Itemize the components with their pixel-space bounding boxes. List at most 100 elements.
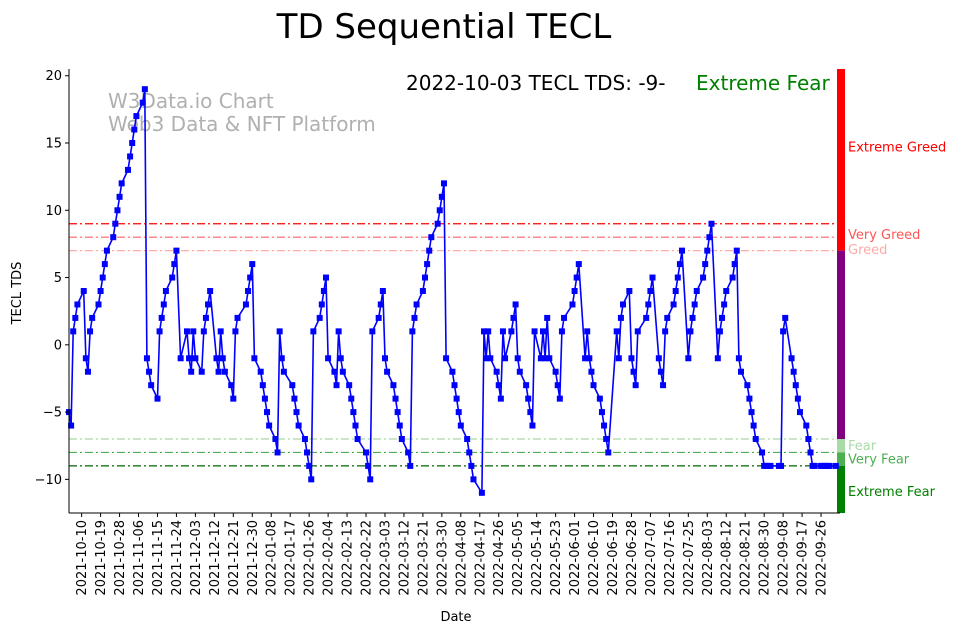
data-point: [561, 314, 568, 321]
data-point: [232, 328, 239, 335]
x-tick-label: 2022-06-10: [587, 520, 602, 596]
data-point: [274, 449, 281, 456]
data-point: [449, 368, 456, 375]
data-point: [379, 288, 386, 294]
very-fear-zone: [837, 452, 845, 466]
data-point: [148, 382, 155, 389]
data-point: [767, 462, 774, 469]
extreme-fear-zone: [837, 465, 845, 513]
x-tick-label: 2022-05-23: [549, 520, 564, 596]
data-point: [103, 247, 110, 254]
y-tick-label: −10: [35, 473, 62, 488]
data-point: [605, 449, 612, 456]
data-point: [264, 409, 271, 416]
data-point: [493, 368, 500, 375]
data-point: [453, 395, 460, 402]
data-point: [464, 436, 471, 442]
x-tick-label: 2022-07-07: [644, 520, 659, 596]
data-point: [438, 193, 445, 200]
data-point: [82, 355, 89, 362]
data-point: [737, 368, 744, 375]
data-point: [325, 355, 332, 362]
data-point: [375, 314, 382, 321]
data-point: [544, 314, 551, 321]
data-point: [480, 328, 487, 335]
data-point: [662, 328, 669, 335]
data-point: [306, 462, 313, 469]
data-point: [596, 395, 603, 402]
data-point: [316, 314, 323, 321]
data-point: [331, 368, 338, 375]
data-point: [537, 355, 544, 362]
data-point: [805, 436, 812, 442]
x-tick-label: 2022-02-13: [341, 520, 356, 596]
data-point: [676, 261, 683, 268]
data-point: [84, 368, 91, 375]
very-fear-label: Very Fear: [848, 453, 910, 468]
data-point: [794, 395, 801, 402]
data-point: [350, 409, 357, 416]
data-point: [221, 368, 228, 375]
data-point: [192, 355, 199, 362]
data-point: [409, 328, 416, 335]
data-point: [796, 409, 803, 416]
data-point: [723, 288, 730, 294]
y-tick-label: 20: [45, 69, 62, 84]
x-tick-label: 2022-02-04: [322, 520, 337, 596]
data-point: [586, 355, 593, 362]
data-point: [352, 422, 359, 429]
data-point: [242, 301, 249, 308]
data-point: [554, 382, 561, 389]
data-point: [99, 274, 106, 281]
data-point: [685, 355, 692, 362]
data-point: [162, 288, 169, 294]
data-point: [499, 328, 506, 335]
x-tick-label: 2021-11-24: [170, 520, 185, 596]
data-point: [365, 462, 372, 469]
data-point: [266, 422, 273, 429]
data-point: [617, 314, 624, 321]
x-tick-label: 2022-07-25: [682, 520, 697, 596]
data-point: [470, 476, 477, 483]
data-point: [552, 368, 559, 375]
data-point: [124, 166, 131, 173]
data-point: [74, 301, 81, 308]
x-tick-label: 2022-04-17: [473, 520, 488, 596]
data-point: [323, 274, 329, 281]
data-point: [68, 422, 75, 429]
data-point: [487, 355, 494, 362]
data-point: [219, 355, 226, 362]
x-tick-label: 2022-04-26: [492, 520, 507, 596]
data-point: [411, 314, 418, 321]
data-point: [156, 328, 163, 335]
data-point: [689, 314, 696, 321]
x-tick-label: 2022-08-03: [701, 520, 716, 596]
data-point: [588, 368, 595, 375]
data-point: [293, 409, 300, 416]
data-point: [556, 395, 563, 402]
data-point: [512, 301, 519, 308]
data-point: [759, 449, 766, 456]
x-tick-label: 2022-02-22: [360, 520, 375, 596]
data-point: [215, 368, 222, 375]
data-point: [807, 449, 814, 456]
data-point: [131, 126, 138, 133]
data-point: [674, 274, 681, 281]
x-tick-label: 2021-12-03: [189, 520, 204, 596]
data-point: [569, 301, 576, 308]
status-date-text: 2022-10-03 TECL TDS: -9-: [406, 71, 665, 95]
data-point: [527, 409, 534, 416]
data-point: [318, 301, 325, 308]
x-tick-label: 2022-06-01: [568, 520, 583, 596]
data-point: [735, 355, 742, 362]
y-tick-label: 0: [54, 338, 62, 353]
data-point: [426, 247, 433, 254]
data-point: [337, 355, 344, 362]
data-point: [483, 355, 490, 362]
data-point: [803, 422, 810, 429]
data-point: [657, 368, 664, 375]
data-point: [143, 355, 150, 362]
data-point: [259, 382, 266, 389]
data-point: [133, 113, 140, 120]
data-point: [790, 368, 797, 375]
